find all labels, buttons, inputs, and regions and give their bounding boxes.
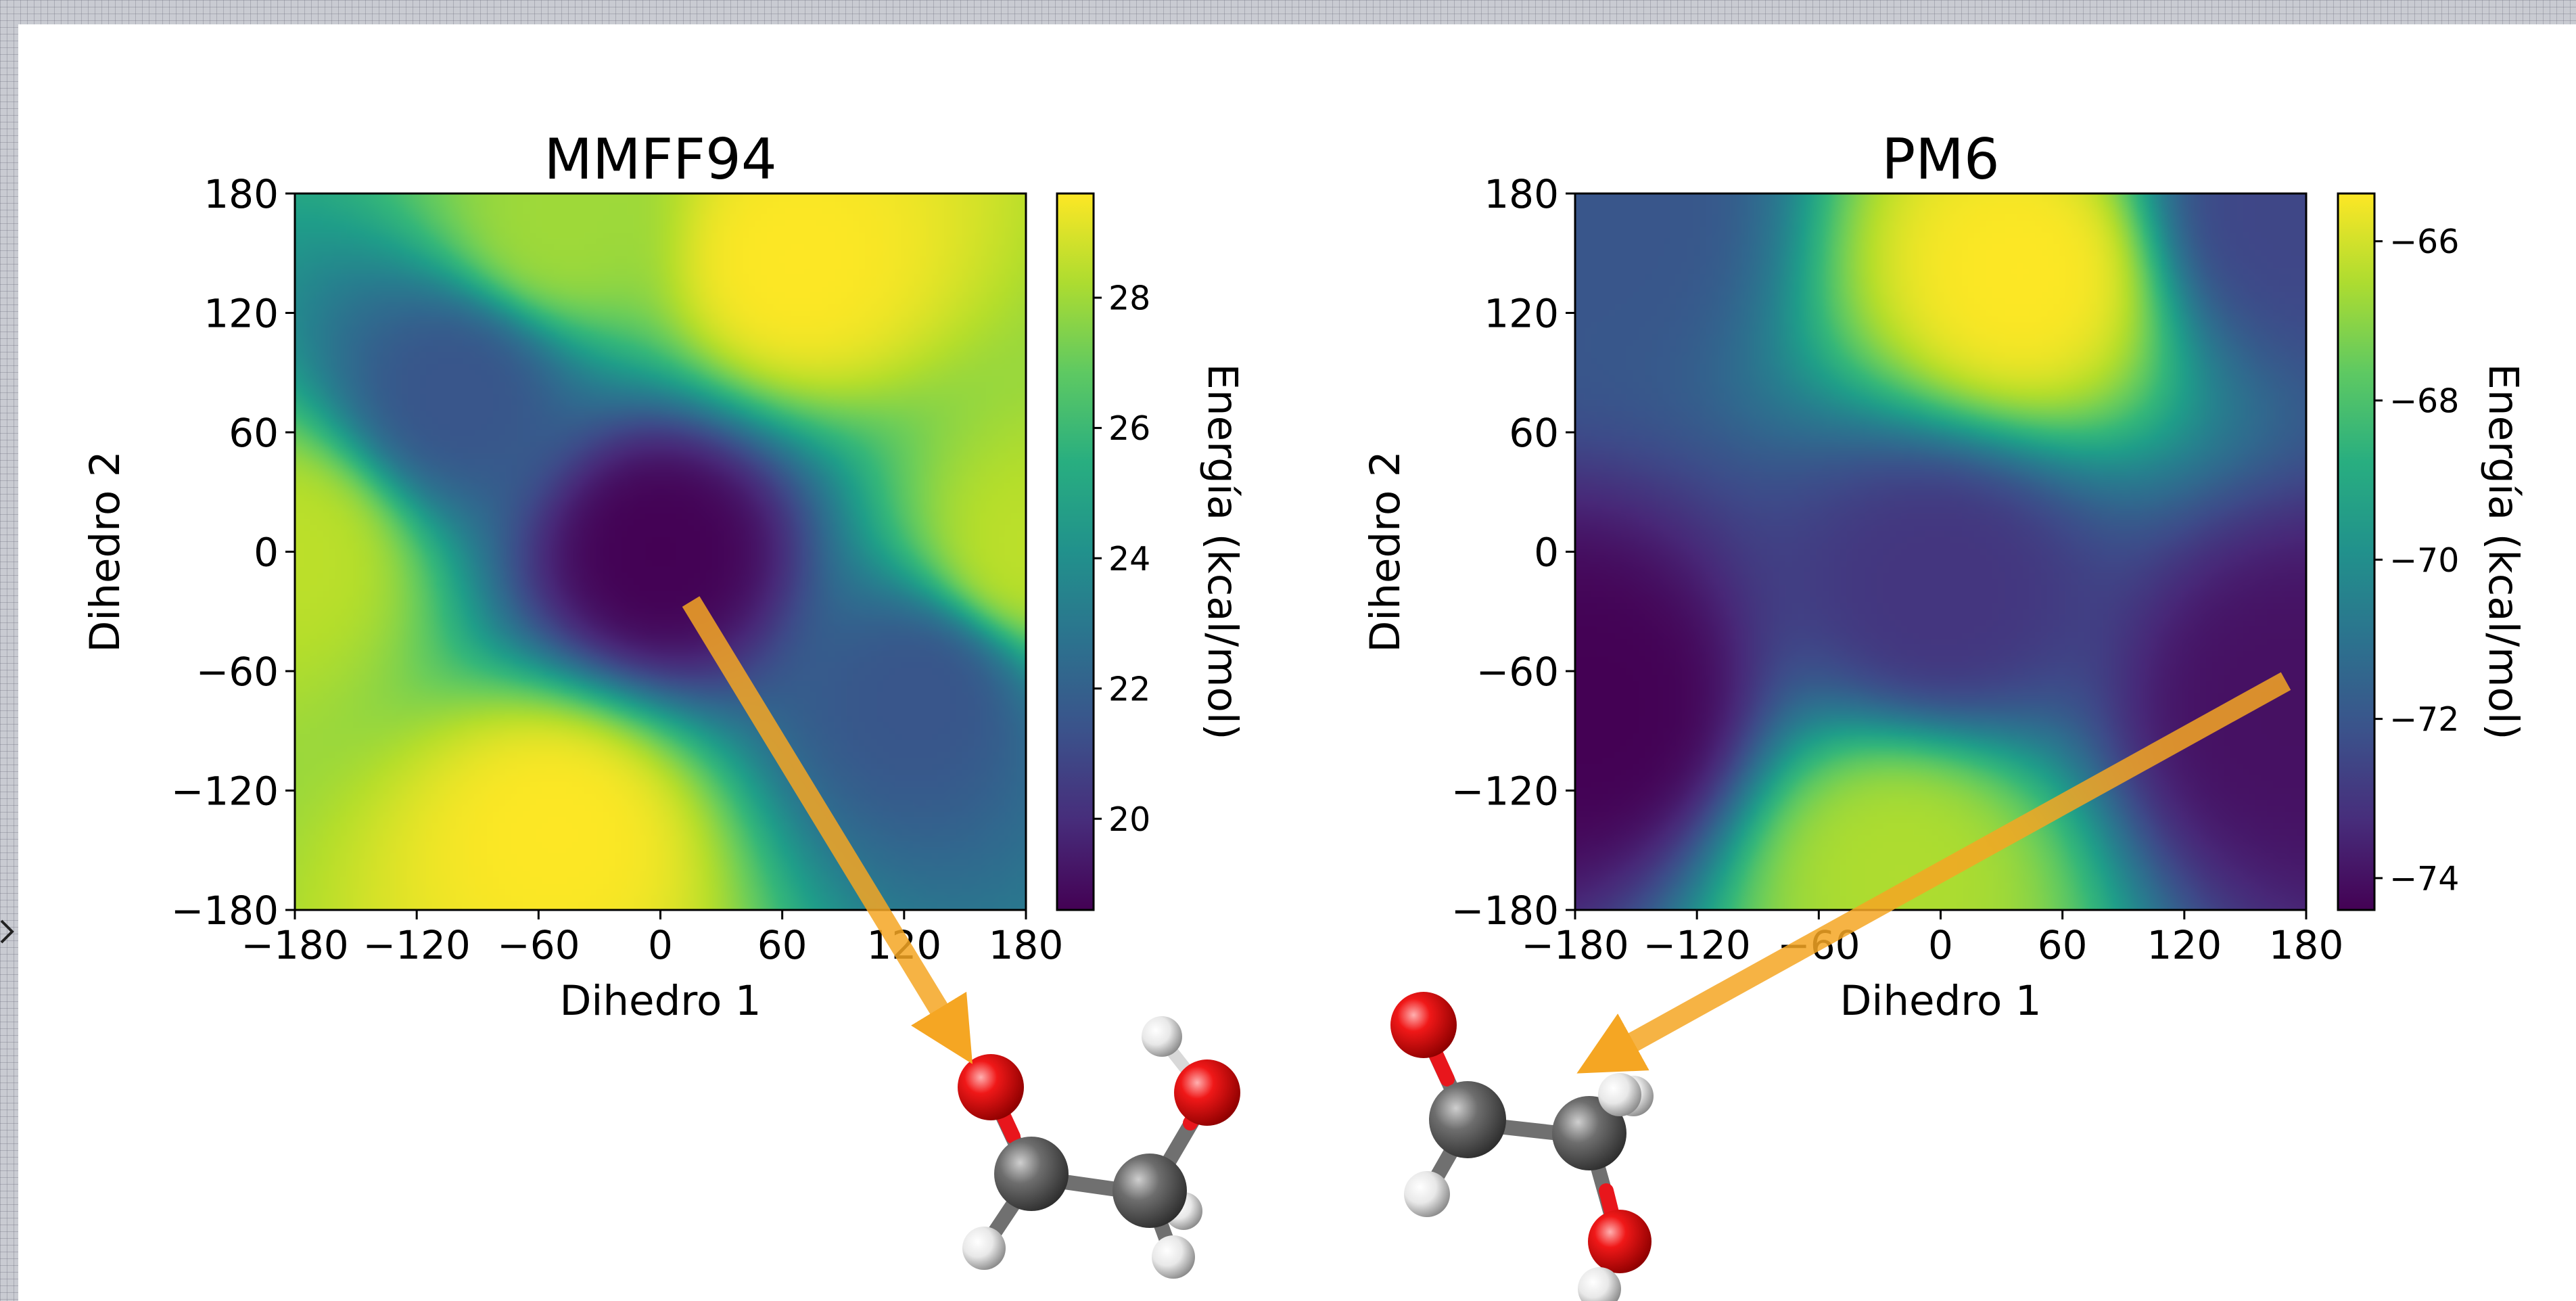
y-tick-label: −120 xyxy=(1451,768,1559,814)
y-tick-label: 60 xyxy=(229,410,279,456)
colorbar-label: Energía (kcal/mol) xyxy=(1198,363,1246,739)
colorbar-tick-label: 22 xyxy=(1108,670,1150,708)
hydrogen-atom xyxy=(1142,1016,1182,1057)
y-tick-label: 60 xyxy=(1509,410,1559,456)
x-tick-label: 0 xyxy=(1928,922,1953,968)
annotation-arrow xyxy=(682,596,973,1064)
y-axis-label: Dihedro 2 xyxy=(81,451,129,652)
x-tick-label: 180 xyxy=(2269,922,2344,968)
heatmap-image xyxy=(295,193,1026,910)
pm6-panel: −180−120−60060120180−180−120−60060120180… xyxy=(1361,127,2527,1025)
y-tick-label: −60 xyxy=(196,649,279,695)
carbon-atom xyxy=(1113,1154,1187,1228)
x-axis-label: Dihedro 1 xyxy=(559,977,761,1025)
x-tick-label: 0 xyxy=(648,922,673,968)
x-tick-label: 60 xyxy=(2038,922,2088,968)
y-tick-label: 0 xyxy=(254,529,279,575)
hydrogen-atom xyxy=(1152,1235,1195,1279)
x-tick-label: −180 xyxy=(241,922,348,968)
y-tick-label: −60 xyxy=(1476,649,1559,695)
colorbar-tick-label: 24 xyxy=(1108,540,1150,578)
carbon-atom xyxy=(994,1137,1069,1211)
chevron-right-icon[interactable] xyxy=(0,917,15,946)
y-axis-label: Dihedro 2 xyxy=(1361,451,1409,652)
oxygen-atom xyxy=(1390,992,1457,1058)
y-tick-label: 180 xyxy=(204,171,279,217)
hydrogen-atom xyxy=(1404,1171,1450,1217)
molecule-structure-2 xyxy=(1390,992,1654,1301)
hydrogen-atom xyxy=(1598,1073,1641,1116)
colorbar-tick-label: −68 xyxy=(2389,382,2459,421)
y-tick-label: 180 xyxy=(1484,171,1559,217)
colorbar-label: Energía (kcal/mol) xyxy=(2479,363,2527,739)
x-axis-label: Dihedro 1 xyxy=(1840,977,2041,1025)
x-tick-label: 120 xyxy=(2147,922,2222,968)
oxygen-atom xyxy=(1588,1210,1652,1273)
colorbar-tick-label: −70 xyxy=(2389,541,2459,580)
colorbar-tick-label: 28 xyxy=(1108,279,1150,318)
colorbar-tick-label: −66 xyxy=(2389,223,2459,261)
x-tick-label: 180 xyxy=(989,922,1064,968)
x-tick-label: −60 xyxy=(497,922,580,968)
mmff94-panel: −180−120−60060120180−180−120−60060120180… xyxy=(81,127,1246,1025)
molecule-structure-1 xyxy=(958,1016,1240,1279)
carbon-atom xyxy=(1429,1081,1506,1158)
y-tick-label: 120 xyxy=(1484,290,1559,336)
colorbar-tick-label: 20 xyxy=(1108,800,1150,839)
colorbar-tick-label: 26 xyxy=(1108,409,1150,448)
oxygen-atom xyxy=(1174,1059,1240,1126)
chart-title: PM6 xyxy=(1881,127,1999,192)
x-tick-label: −120 xyxy=(1643,922,1751,968)
annotation-arrow xyxy=(1576,672,2291,1074)
chart-title: MMFF94 xyxy=(544,127,776,192)
oxygen-atom xyxy=(958,1054,1024,1120)
x-tick-label: −120 xyxy=(363,922,471,968)
colorbar-tick-label: −74 xyxy=(2389,860,2459,898)
y-tick-label: 0 xyxy=(1534,529,1559,575)
carbon-atom xyxy=(1552,1096,1626,1170)
x-tick-label: 60 xyxy=(757,922,807,968)
y-tick-label: 120 xyxy=(204,290,279,336)
y-tick-label: −180 xyxy=(1451,888,1559,934)
x-tick-label: −180 xyxy=(1521,922,1629,968)
y-tick-label: −120 xyxy=(171,768,279,814)
heatmap-image xyxy=(1575,193,2306,910)
colorbar xyxy=(1056,192,1095,911)
colorbar-tick-label: −72 xyxy=(2389,700,2459,739)
hydrogen-atom xyxy=(962,1227,1006,1270)
y-tick-label: −180 xyxy=(171,888,279,934)
hydrogen-atom xyxy=(1578,1267,1621,1301)
colorbar xyxy=(2337,192,2376,911)
